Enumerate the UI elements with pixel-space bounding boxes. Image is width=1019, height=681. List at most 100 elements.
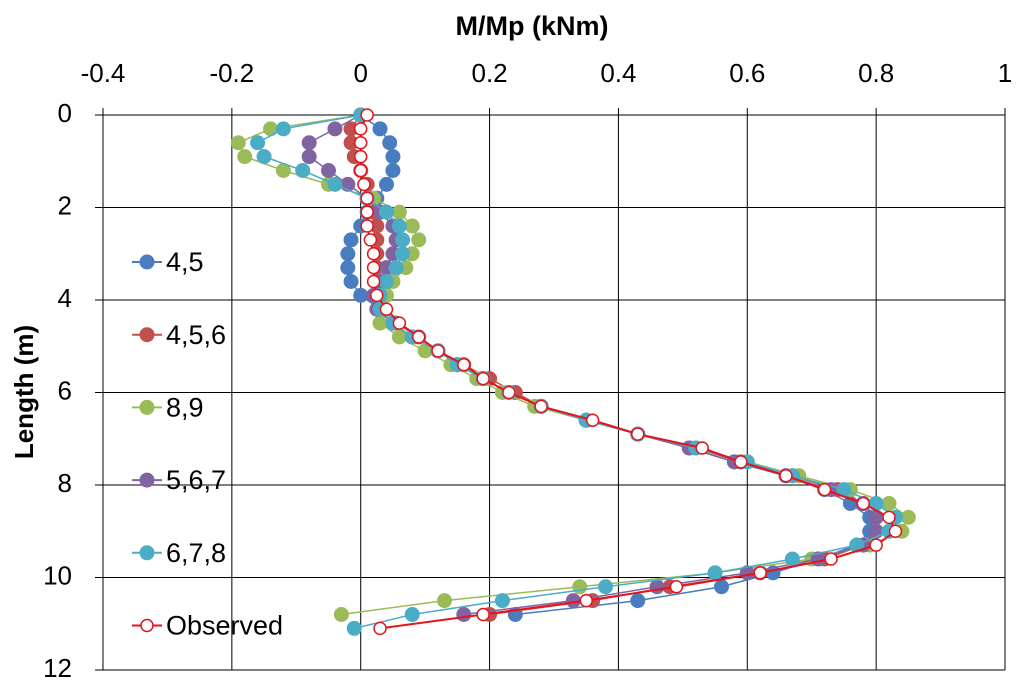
x-tick-label: 0 bbox=[353, 58, 367, 88]
data-point bbox=[353, 163, 368, 178]
data-point bbox=[392, 316, 407, 330]
x-tick-label: 0.4 bbox=[600, 58, 636, 88]
data-point bbox=[372, 315, 388, 331]
data-point bbox=[360, 191, 374, 205]
data-point bbox=[370, 288, 384, 303]
y-tick-label: 0 bbox=[58, 98, 72, 128]
data-point bbox=[404, 607, 420, 622]
data-point bbox=[598, 579, 614, 595]
data-point bbox=[385, 149, 401, 165]
legend-marker bbox=[139, 327, 155, 343]
data-point bbox=[572, 579, 588, 595]
data-point bbox=[340, 246, 356, 262]
legend-label: 5,6,7 bbox=[166, 465, 226, 495]
data-point bbox=[784, 551, 800, 567]
x-tick-label: -0.4 bbox=[81, 58, 126, 88]
data-point bbox=[734, 455, 748, 469]
x-tick-label: 0.6 bbox=[729, 58, 765, 88]
data-point bbox=[868, 509, 884, 525]
data-point bbox=[366, 247, 381, 261]
x-tick-label: 0.2 bbox=[471, 58, 507, 88]
data-point bbox=[881, 496, 897, 511]
legend-label: 4,5,6 bbox=[166, 320, 226, 350]
series-line bbox=[256, 114, 897, 630]
legend-marker bbox=[140, 618, 154, 633]
data-point bbox=[378, 176, 394, 192]
data-point bbox=[382, 135, 398, 151]
data-point bbox=[379, 302, 394, 316]
data-point bbox=[856, 496, 871, 511]
data-point bbox=[360, 219, 374, 233]
data-point bbox=[346, 620, 362, 636]
data-point bbox=[753, 566, 767, 580]
data-point bbox=[714, 579, 730, 595]
data-point bbox=[631, 427, 645, 441]
data-point bbox=[882, 510, 896, 525]
data-point bbox=[321, 163, 336, 178]
data-point bbox=[327, 121, 343, 137]
series-line bbox=[359, 114, 897, 630]
x-tick-label: 0.8 bbox=[858, 58, 894, 88]
data-point bbox=[353, 149, 368, 164]
y-tick-label: 6 bbox=[58, 375, 72, 405]
data-point bbox=[707, 565, 723, 581]
data-point bbox=[391, 329, 407, 345]
data-point bbox=[366, 274, 381, 289]
data-point bbox=[256, 149, 272, 165]
data-point bbox=[360, 205, 374, 219]
data-point bbox=[534, 399, 548, 414]
data-point bbox=[824, 552, 838, 566]
series-line bbox=[308, 114, 877, 616]
data-point bbox=[369, 218, 385, 234]
x-tick-label: 1 bbox=[998, 58, 1012, 88]
data-point bbox=[378, 274, 394, 289]
data-point bbox=[869, 538, 883, 552]
data-point bbox=[372, 121, 388, 137]
legend-label: 8,9 bbox=[166, 393, 204, 423]
data-point bbox=[327, 176, 343, 192]
data-point bbox=[366, 260, 381, 275]
data-point bbox=[353, 287, 369, 303]
data-point bbox=[357, 177, 371, 192]
data-point bbox=[411, 232, 427, 248]
series-line bbox=[350, 114, 877, 616]
data-point bbox=[411, 330, 426, 344]
legend-label: 6,7,8 bbox=[166, 538, 226, 568]
data-point bbox=[779, 469, 793, 483]
data-point bbox=[343, 232, 359, 248]
data-point bbox=[900, 509, 916, 525]
data-point bbox=[275, 163, 291, 178]
legend-marker bbox=[139, 254, 155, 270]
data-point bbox=[295, 163, 311, 178]
data-point bbox=[579, 593, 593, 608]
data-point bbox=[333, 607, 349, 622]
data-point bbox=[456, 607, 472, 622]
y-tick-label: 12 bbox=[43, 653, 72, 681]
data-point bbox=[817, 482, 832, 497]
data-point bbox=[836, 482, 852, 498]
data-point bbox=[695, 441, 709, 455]
data-point bbox=[340, 260, 356, 276]
y-tick-label: 2 bbox=[58, 190, 72, 220]
legend-marker bbox=[139, 472, 155, 488]
data-point bbox=[353, 122, 368, 136]
y-axis-label: Length (m) bbox=[9, 325, 39, 459]
data-point bbox=[275, 121, 291, 137]
data-point bbox=[585, 413, 600, 427]
data-point bbox=[373, 621, 387, 636]
data-point bbox=[404, 218, 420, 234]
data-point bbox=[395, 232, 411, 248]
data-point bbox=[395, 246, 411, 262]
data-point bbox=[343, 274, 359, 289]
data-point bbox=[363, 233, 378, 247]
data-point bbox=[457, 358, 471, 372]
data-point bbox=[263, 121, 279, 137]
data-point bbox=[888, 524, 903, 538]
data-point bbox=[502, 385, 516, 400]
data-point bbox=[378, 204, 394, 220]
data-point bbox=[669, 580, 684, 594]
data-point bbox=[494, 593, 510, 609]
series-line bbox=[347, 114, 871, 616]
